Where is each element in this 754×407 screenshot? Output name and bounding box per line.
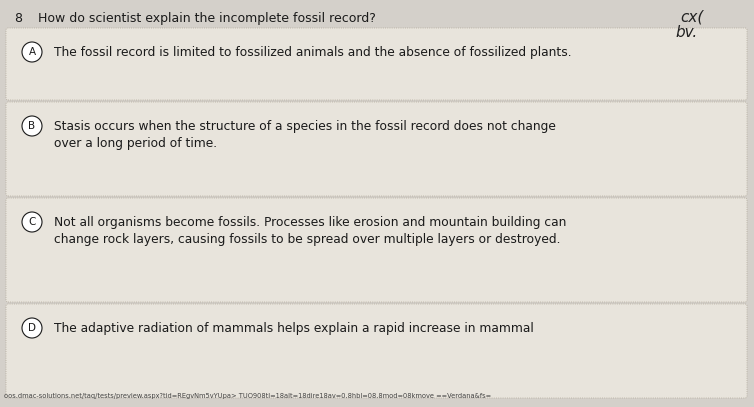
Circle shape [22,212,42,232]
Text: Stasis occurs when the structure of a species in the fossil record does not chan: Stasis occurs when the structure of a sp… [54,120,556,133]
Text: 8: 8 [14,12,22,25]
Circle shape [22,318,42,338]
Text: A: A [29,47,35,57]
Text: cx(: cx( [680,10,703,25]
Text: The adaptive radiation of mammals helps explain a rapid increase in mammal: The adaptive radiation of mammals helps … [54,322,534,335]
Text: Not all organisms become fossils. Processes like erosion and mountain building c: Not all organisms become fossils. Proces… [54,216,566,229]
Circle shape [22,116,42,136]
Circle shape [22,42,42,62]
Text: oos.dmac-solutions.net/taq/tests/preview.aspx?tid=REgvNm5vYUpa> TUO908tl=18alt=1: oos.dmac-solutions.net/taq/tests/preview… [4,393,491,399]
Text: D: D [28,323,36,333]
Text: The fossil record is limited to fossilized animals and the absence of fossilized: The fossil record is limited to fossiliz… [54,46,572,59]
Text: How do scientist explain the incomplete fossil record?: How do scientist explain the incomplete … [38,12,376,25]
Text: B: B [29,121,35,131]
Text: bv.: bv. [675,25,697,40]
Text: C: C [29,217,35,227]
FancyBboxPatch shape [6,28,747,100]
Text: over a long period of time.: over a long period of time. [54,137,217,150]
Text: change rock layers, causing fossils to be spread over multiple layers or destroy: change rock layers, causing fossils to b… [54,233,560,246]
FancyBboxPatch shape [6,102,747,196]
FancyBboxPatch shape [6,304,747,398]
FancyBboxPatch shape [6,198,747,302]
